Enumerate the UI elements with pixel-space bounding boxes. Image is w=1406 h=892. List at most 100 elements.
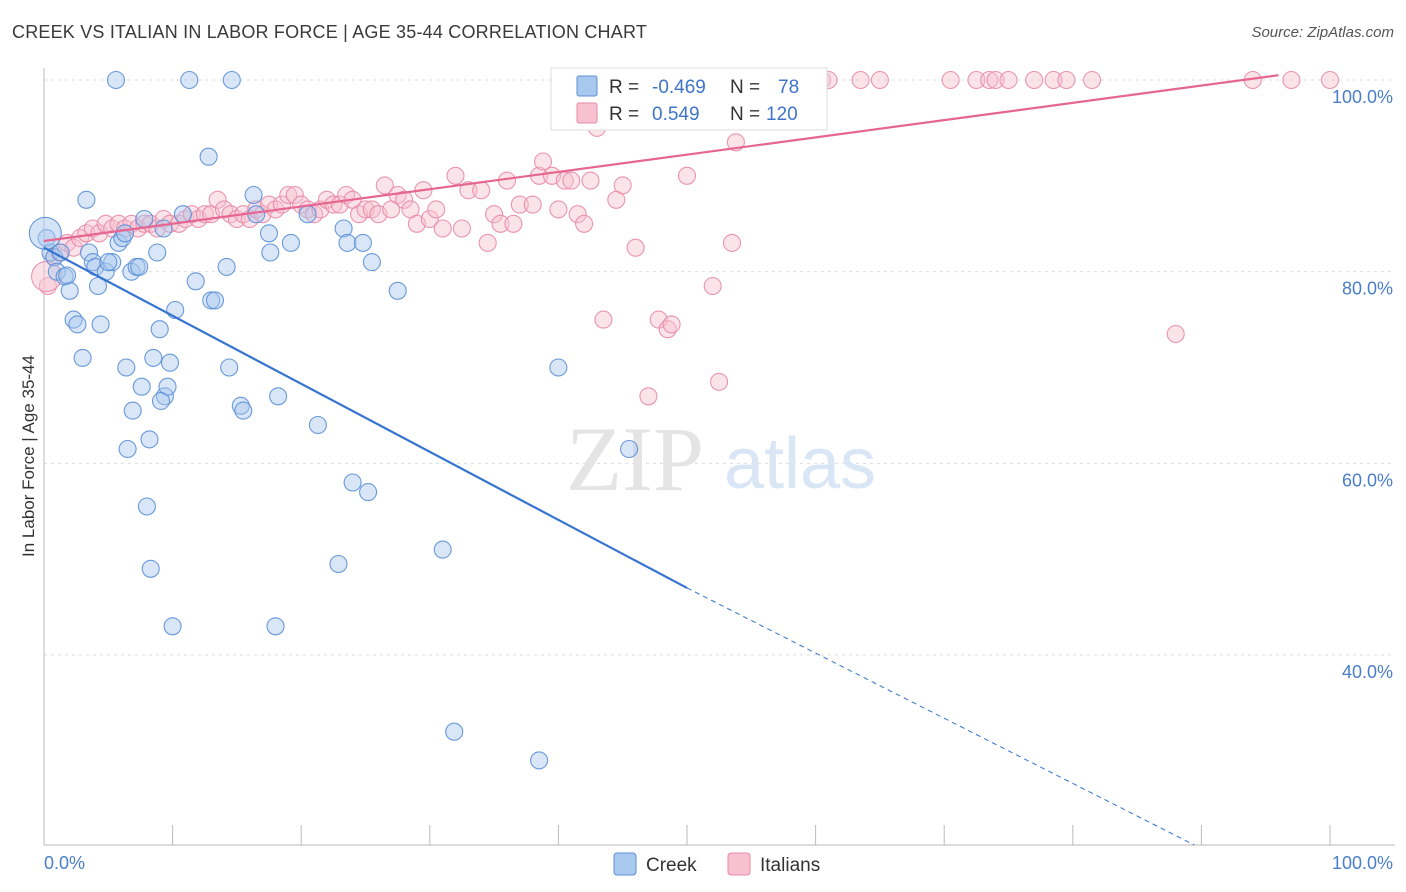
italians-point xyxy=(722,233,742,252)
creek-point xyxy=(269,387,288,406)
creek-point xyxy=(91,315,110,334)
italians-point xyxy=(523,195,542,214)
italians-point xyxy=(491,214,510,233)
y-axis-title: In Labor Force | Age 35-44 xyxy=(19,355,38,557)
creek-point xyxy=(163,617,182,636)
creek-point xyxy=(281,233,300,252)
legend-italians-n-label: N = xyxy=(730,104,760,125)
italians-point xyxy=(1320,70,1340,90)
italians-point xyxy=(562,171,581,190)
bottom-legend-creek-label: Creek xyxy=(646,855,697,876)
legend-italians-swatch xyxy=(576,102,598,124)
bottom-legend: Creek Italians xyxy=(613,852,820,876)
italians-point xyxy=(279,185,298,205)
creek-point xyxy=(99,253,118,272)
tick-labels: 40.0% 60.0% 80.0% 100.0% 0.0% 100.0% xyxy=(44,87,1393,873)
creek-point xyxy=(199,147,218,166)
creek-point xyxy=(130,257,149,276)
creek-point xyxy=(359,483,378,502)
creek-point xyxy=(244,185,263,205)
creek-point xyxy=(106,70,126,90)
italians-point xyxy=(1057,70,1076,90)
italians-point xyxy=(613,176,632,195)
creek-point xyxy=(60,281,79,300)
source-credit: Source: ZipAtlas.com xyxy=(1251,24,1394,41)
axes xyxy=(43,68,1395,846)
italians-point xyxy=(324,195,343,214)
creek-point xyxy=(137,497,156,516)
creek-trend-line xyxy=(43,246,688,589)
creek-trend-extension xyxy=(686,587,1195,846)
legend-italians-r-value: 0.549 xyxy=(652,104,700,125)
creek-point xyxy=(160,353,180,372)
italians-point xyxy=(285,185,304,205)
bottom-legend-italians-swatch xyxy=(727,852,751,876)
creek-point xyxy=(620,439,639,459)
creek-point xyxy=(234,401,253,420)
creek-point xyxy=(445,722,464,741)
creek-point xyxy=(549,358,568,377)
legend-italians-r-label: R = xyxy=(609,104,639,125)
italians-point xyxy=(420,209,439,229)
watermark-zip: ZIP xyxy=(566,408,704,510)
italians-point xyxy=(1282,70,1301,90)
creek-point xyxy=(186,272,205,291)
legend: R = -0.469 N = 78 R = 0.549 N = 120 xyxy=(550,67,828,131)
italians-point xyxy=(710,372,729,391)
legend-creek-r-value: -0.469 xyxy=(652,77,706,98)
y-tick-label: 100.0% xyxy=(1332,87,1393,107)
italians-point xyxy=(851,70,870,90)
creek-point xyxy=(329,554,348,574)
italians-point xyxy=(208,190,227,209)
legend-creek-n-value: 78 xyxy=(778,77,799,98)
creek-point xyxy=(334,219,353,238)
creek-point xyxy=(362,253,381,272)
creek-point xyxy=(343,473,362,492)
creek-point xyxy=(433,540,452,559)
creek-point xyxy=(115,224,135,243)
trend-lines xyxy=(43,74,1279,846)
creek-point xyxy=(231,396,250,415)
creek-point xyxy=(144,348,163,367)
italians-point xyxy=(1166,324,1185,344)
italians-point xyxy=(870,70,889,90)
italians-point xyxy=(109,214,128,233)
italians-point xyxy=(581,171,600,190)
creek-point xyxy=(217,257,236,276)
italians-point xyxy=(575,214,594,233)
creek-point xyxy=(148,243,167,262)
italians-point xyxy=(533,152,553,171)
bottom-legend-creek-swatch xyxy=(613,852,637,876)
creek-point xyxy=(261,243,280,262)
legend-italians-n-value: 120 xyxy=(766,104,798,125)
creek-point xyxy=(73,348,92,367)
italians-point xyxy=(485,205,504,224)
italians-point xyxy=(452,219,471,238)
creek-point xyxy=(530,751,549,770)
italians-point xyxy=(395,190,414,209)
creek-point xyxy=(222,70,241,90)
creek-point xyxy=(135,209,154,229)
italians-point xyxy=(549,200,568,219)
creek-point xyxy=(205,291,225,310)
italians-point xyxy=(986,70,1005,90)
italians-trend-line xyxy=(43,74,1279,243)
y-tick-label: 80.0% xyxy=(1342,279,1393,299)
italians-point xyxy=(594,310,613,329)
legend-creek-r-label: R = xyxy=(609,77,639,98)
creek-point xyxy=(141,559,160,578)
italians-point xyxy=(568,205,587,224)
italians-point xyxy=(639,387,658,406)
italians-point xyxy=(504,214,523,233)
y-tick-label: 40.0% xyxy=(1342,662,1393,682)
creek-point xyxy=(259,224,279,243)
creek-point xyxy=(117,358,136,377)
watermark-atlas: atlas xyxy=(724,424,876,504)
creek-point xyxy=(68,315,87,334)
creek-point xyxy=(266,617,285,636)
italians-point xyxy=(446,166,465,185)
creek-series xyxy=(28,70,639,770)
italians-point xyxy=(677,166,697,185)
x-tick-label-end: 100.0% xyxy=(1332,853,1393,873)
